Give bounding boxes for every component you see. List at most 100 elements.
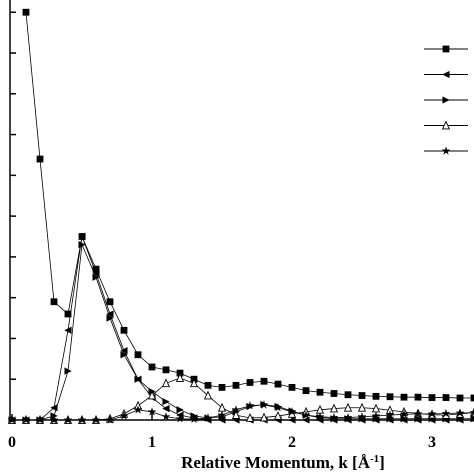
marker-star (63, 415, 73, 424)
marker-square (148, 363, 156, 371)
marker-square (120, 326, 128, 334)
marker-star (371, 411, 381, 420)
marker-star (161, 412, 171, 421)
series-line (25, 12, 474, 399)
marker-square (106, 298, 114, 306)
marker-square (414, 393, 422, 401)
marker-triangle-left (78, 232, 86, 241)
marker-triangle-left (162, 404, 170, 413)
marker-square (428, 394, 436, 401)
marker-star (35, 415, 45, 424)
series-line (12, 243, 474, 421)
marker-triangle-up-open (175, 373, 185, 382)
marker-square (162, 366, 170, 374)
marker-star (175, 414, 185, 423)
marker-square (218, 383, 226, 391)
marker-star (287, 407, 297, 416)
marker-star (413, 409, 423, 418)
marker-square (92, 265, 100, 273)
marker-triangle-up-open (329, 403, 339, 413)
marker-triangle-left (92, 269, 100, 277)
marker-star (119, 411, 129, 420)
marker-star (49, 415, 59, 424)
marker-triangle-left (64, 326, 72, 334)
marker-star (91, 415, 101, 424)
marker-triangle-up-open (203, 390, 213, 400)
marker-triangle-up-open (161, 378, 171, 388)
marker-star (217, 410, 227, 419)
marker-square (302, 387, 310, 395)
marker-star (259, 400, 269, 409)
marker-square (246, 379, 254, 386)
marker-square (274, 380, 282, 388)
marker-star (245, 401, 255, 410)
marker-triangle-up-open (343, 402, 353, 412)
marker-triangle-up-open (217, 402, 227, 412)
marker-triangle-up-open (147, 390, 157, 400)
marker-square (358, 392, 366, 399)
marker-star (385, 410, 395, 419)
marker-star (133, 405, 143, 414)
marker-square (288, 383, 296, 391)
marker-triangle-right (470, 415, 474, 423)
marker-star (315, 412, 325, 421)
marker-triangle-left (50, 404, 58, 412)
x-tick-label: 0 (8, 434, 16, 451)
marker-star (455, 408, 465, 417)
marker-square (470, 394, 474, 402)
marker-square (344, 391, 352, 399)
marker-triangle-up-open (245, 412, 255, 422)
marker-star (399, 409, 409, 419)
marker-triangle-left (288, 416, 296, 424)
marker-star (441, 408, 451, 418)
marker-triangle-right (106, 314, 114, 322)
marker-star (329, 412, 339, 422)
marker-triangle-left (442, 70, 450, 79)
marker-star (469, 407, 474, 417)
marker-triangle-right (162, 398, 170, 406)
x-tick-label: 1 (148, 434, 156, 451)
marker-square (442, 45, 450, 53)
marker-star (343, 412, 353, 422)
marker-star (203, 413, 213, 422)
marker-triangle-up-open (231, 410, 241, 419)
marker-triangle-right (120, 351, 128, 359)
x-axis-label-part: -1 (370, 453, 379, 465)
marker-star (427, 409, 437, 418)
marker-triangle-up-open (441, 120, 451, 130)
marker-star (231, 405, 241, 414)
marker-triangle-left (120, 347, 128, 355)
marker-triangle-up-open (357, 402, 367, 412)
marker-triangle-right (176, 406, 184, 414)
marker-square (442, 394, 450, 401)
x-tick-label: 2 (288, 434, 296, 451)
marker-square (204, 381, 212, 389)
marker-triangle-left (106, 310, 114, 318)
x-axis-label-part: ] (379, 453, 385, 472)
marker-star (441, 146, 451, 155)
marker-square (456, 394, 464, 402)
marker-triangle-left (302, 416, 310, 424)
marker-triangle-right (134, 375, 142, 383)
marker-star (301, 410, 311, 419)
marker-triangle-right (64, 367, 72, 375)
x-axis-label: Relative Momentum, k [Å-1] (181, 453, 385, 472)
marker-square (400, 393, 408, 401)
marker-triangle-right (92, 273, 100, 281)
marker-star (21, 415, 31, 424)
series-line (12, 404, 474, 421)
marker-square (372, 392, 380, 400)
marker-star (77, 415, 87, 424)
marker-star (273, 403, 283, 412)
marker-star (105, 415, 115, 424)
series-line (12, 234, 474, 421)
marker-square (316, 388, 324, 396)
marker-triangle-right (78, 241, 86, 249)
marker-square (134, 351, 142, 359)
marker-square (330, 390, 338, 397)
x-tick-label: 3 (428, 434, 436, 451)
marker-square (232, 381, 240, 389)
marker-triangle-up-open (259, 412, 269, 422)
marker-star (189, 414, 199, 423)
